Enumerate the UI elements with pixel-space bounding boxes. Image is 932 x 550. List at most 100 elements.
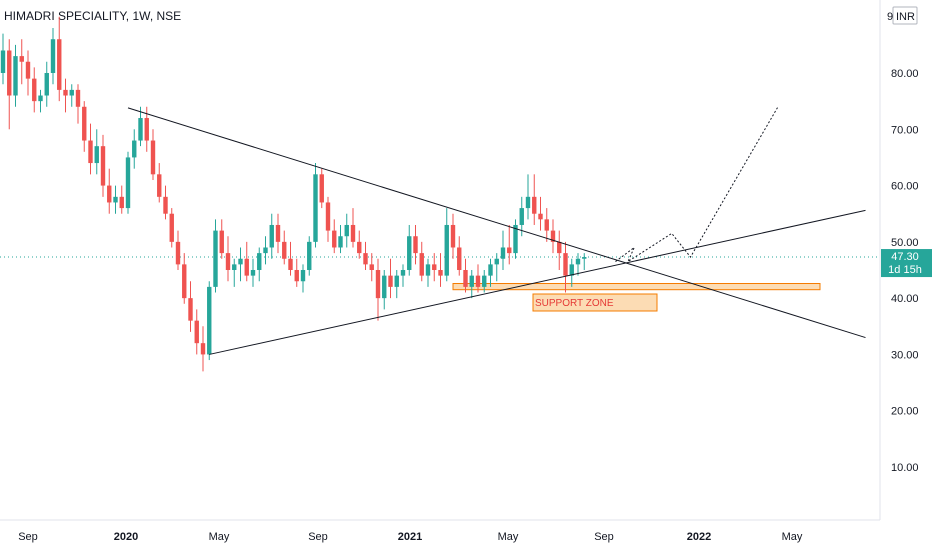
candle-body[interactable] [244, 258, 249, 276]
candle-body[interactable] [113, 196, 118, 203]
support-zone-band[interactable] [452, 283, 821, 291]
candle-body[interactable] [513, 224, 518, 254]
candle-body[interactable] [488, 264, 493, 276]
candle-body[interactable] [432, 264, 437, 270]
candle-body[interactable] [125, 157, 131, 209]
candle-body[interactable] [275, 224, 281, 242]
candle-body[interactable] [544, 219, 549, 231]
candle-body[interactable] [482, 275, 487, 287]
candle-body[interactable] [575, 258, 581, 265]
candle-body[interactable] [107, 185, 112, 203]
candle-body[interactable] [13, 56, 18, 96]
candle-body[interactable] [507, 247, 512, 254]
candle-body[interactable] [475, 275, 481, 287]
candle-body[interactable] [0, 50, 6, 73]
candle-body[interactable] [425, 264, 431, 276]
time-axis[interactable]: Sep 2020 May Sep 2021 May Sep 2022 May [18, 531, 803, 543]
candle-body[interactable] [63, 89, 68, 96]
candle-body[interactable] [69, 89, 74, 96]
candle-body[interactable] [238, 258, 243, 265]
candle-body[interactable] [519, 208, 524, 225]
candle-body[interactable] [282, 241, 287, 259]
support-zone-label-box[interactable] [532, 293, 658, 312]
candle-body[interactable] [188, 298, 193, 321]
candle-body[interactable] [307, 241, 312, 270]
candle-body[interactable] [350, 224, 356, 242]
candle-body[interactable] [457, 247, 462, 270]
candle-body[interactable] [325, 202, 331, 231]
candle-body[interactable] [250, 270, 256, 276]
candle-body[interactable] [132, 140, 137, 158]
candle-body[interactable] [500, 247, 506, 259]
candle-body[interactable] [438, 270, 443, 276]
candle-body[interactable] [332, 230, 337, 248]
candle-body[interactable] [319, 174, 324, 203]
candle-body[interactable] [257, 253, 262, 270]
candle-body[interactable] [82, 106, 87, 141]
candle-body[interactable] [363, 253, 368, 265]
candle-body[interactable] [413, 236, 418, 254]
candle-body[interactable] [563, 253, 568, 276]
candle-body[interactable] [157, 174, 162, 197]
price-axis[interactable]: 10.00 20.00 30.00 40.00 50.00 60.00 70.00 80.00 [891, 68, 919, 474]
candle-body[interactable] [232, 264, 237, 270]
candle-body[interactable] [88, 140, 93, 164]
candle-body[interactable] [313, 174, 318, 242]
candle-body[interactable] [225, 253, 231, 270]
trendline[interactable] [209, 209, 866, 355]
candle-body[interactable] [419, 253, 424, 276]
candle-body[interactable] [163, 196, 168, 214]
candle-body[interactable] [550, 230, 556, 242]
candle-body[interactable] [182, 264, 187, 299]
candle-body[interactable] [450, 224, 456, 248]
candle-body[interactable] [538, 213, 543, 220]
candle-body[interactable] [150, 140, 156, 175]
candle-body[interactable] [213, 230, 218, 287]
trendline[interactable] [127, 107, 866, 339]
candle-body[interactable] [19, 56, 24, 62]
candle-body[interactable] [75, 89, 81, 107]
currency-badge[interactable]: 9 INR [887, 6, 918, 25]
candle-body[interactable] [269, 224, 274, 248]
projection-path[interactable] [615, 106, 779, 263]
candle-body[interactable] [369, 264, 374, 270]
candle-body[interactable] [32, 78, 37, 102]
candle-body[interactable] [469, 275, 474, 287]
candle-body[interactable] [194, 320, 199, 344]
candle-body[interactable] [294, 270, 299, 282]
candle-body[interactable] [532, 196, 537, 214]
candle-body[interactable] [138, 118, 143, 141]
candle-body[interactable] [119, 196, 124, 209]
candle-body[interactable] [263, 247, 268, 254]
plot-area[interactable]: SUPPORT ZONE [0, 16, 880, 372]
candle-body[interactable] [357, 241, 362, 254]
candle-body[interactable] [569, 264, 574, 276]
candle-body[interactable] [375, 270, 381, 299]
candle-body[interactable] [100, 146, 106, 186]
candle-body[interactable] [525, 196, 531, 209]
candle-body[interactable] [300, 270, 306, 282]
candle-body[interactable] [344, 224, 349, 237]
candle-body[interactable] [494, 258, 499, 265]
candle-body[interactable] [200, 343, 206, 355]
candle-body[interactable] [50, 39, 56, 73]
candle-body[interactable] [175, 241, 181, 265]
candle-body[interactable] [582, 257, 587, 259]
candle-body[interactable] [407, 236, 412, 270]
candle-body[interactable] [400, 270, 406, 276]
candle-body[interactable] [7, 50, 12, 96]
candle-body[interactable] [219, 230, 224, 254]
candle-body[interactable] [25, 61, 31, 79]
candle-body[interactable] [557, 241, 562, 254]
candle-body[interactable] [38, 95, 43, 102]
candle-body[interactable] [169, 213, 174, 242]
candle-body[interactable] [338, 236, 343, 248]
candle-body[interactable] [57, 39, 62, 90]
candle-body[interactable] [144, 118, 149, 141]
candle-body[interactable] [44, 73, 49, 96]
candle-body[interactable] [388, 275, 393, 287]
candle-body[interactable] [394, 275, 399, 287]
candle-body[interactable] [207, 286, 212, 355]
candle-body[interactable] [382, 275, 387, 299]
